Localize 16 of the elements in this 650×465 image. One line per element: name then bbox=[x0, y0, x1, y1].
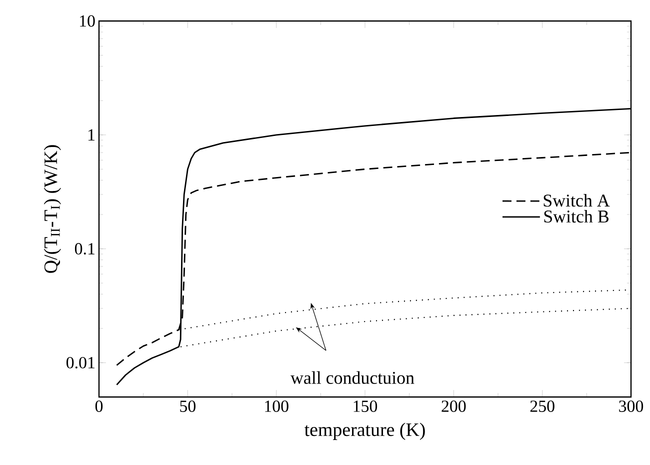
x-tick-label: 200 bbox=[442, 400, 466, 412]
x-axis-title: temperature (K) bbox=[304, 422, 425, 440]
x-tick-label: 250 bbox=[530, 400, 554, 412]
annotation: wall conductuion bbox=[290, 371, 414, 384]
legend-label: Switch A bbox=[544, 194, 610, 207]
y-tick-label: 10 bbox=[80, 15, 95, 27]
y-tick-label: 0.01 bbox=[66, 356, 94, 368]
y-tick-label: 1 bbox=[88, 129, 94, 140]
x-tick-label: 50 bbox=[180, 400, 196, 412]
legend-label: Switch B bbox=[544, 210, 609, 223]
x-tick-label: 0 bbox=[95, 400, 103, 412]
y-tick-label: 0.1 bbox=[74, 243, 94, 255]
x-tick-label: 150 bbox=[354, 400, 378, 412]
x-tick-label: 300 bbox=[619, 400, 644, 412]
x-tick-label: 100 bbox=[265, 400, 288, 412]
y-axis-title: Q/(T$_{II}$-T$_{I}$) (W/K) bbox=[44, 145, 61, 273]
